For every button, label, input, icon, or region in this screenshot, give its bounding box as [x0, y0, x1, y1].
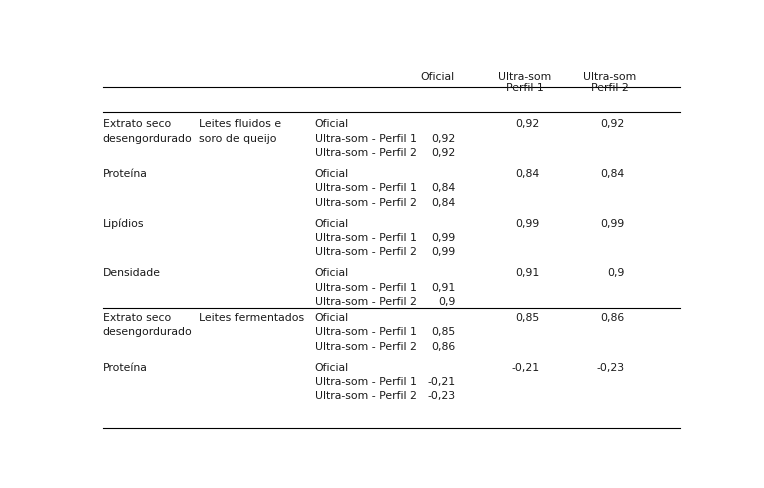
Text: 0,84: 0,84 — [516, 169, 539, 179]
Text: Oficial: Oficial — [315, 120, 348, 129]
Text: Oficial: Oficial — [315, 219, 348, 229]
Text: Proteína: Proteína — [102, 169, 147, 179]
Text: Ultra-som - Perfil 2: Ultra-som - Perfil 2 — [315, 247, 416, 257]
Text: Ultra-som - Perfil 1: Ultra-som - Perfil 1 — [315, 183, 416, 193]
Text: soro de queijo: soro de queijo — [199, 134, 277, 143]
Text: Lipídios: Lipídios — [102, 219, 144, 229]
Text: 0,92: 0,92 — [516, 120, 539, 129]
Text: 0,85: 0,85 — [431, 327, 455, 337]
Text: 0,84: 0,84 — [431, 198, 455, 207]
Text: 0,9: 0,9 — [438, 297, 455, 307]
Text: -0,23: -0,23 — [596, 363, 624, 373]
Text: 0,92: 0,92 — [431, 134, 455, 143]
Text: Extrato seco: Extrato seco — [102, 120, 171, 129]
Text: 0,99: 0,99 — [516, 219, 539, 229]
Text: Ultra-som - Perfil 1: Ultra-som - Perfil 1 — [315, 377, 416, 387]
Text: Ultra-som - Perfil 2: Ultra-som - Perfil 2 — [315, 391, 416, 401]
Text: -0,21: -0,21 — [427, 377, 455, 387]
Text: -0,21: -0,21 — [511, 363, 539, 373]
Text: 0,92: 0,92 — [431, 148, 455, 158]
Text: Ultra-som - Perfil 2: Ultra-som - Perfil 2 — [315, 297, 416, 307]
Text: 0,99: 0,99 — [431, 247, 455, 257]
Text: Leites fluidos e: Leites fluidos e — [199, 120, 281, 129]
Text: Proteína: Proteína — [102, 363, 147, 373]
Text: Oficial: Oficial — [315, 268, 348, 278]
Text: Ultra-som - Perfil 2: Ultra-som - Perfil 2 — [315, 342, 416, 352]
Text: Oficial: Oficial — [421, 72, 455, 81]
Text: Oficial: Oficial — [315, 169, 348, 179]
Text: desengordurado: desengordurado — [102, 327, 193, 337]
Text: Densidade: Densidade — [102, 268, 160, 278]
Text: Ultra-som - Perfil 2: Ultra-som - Perfil 2 — [315, 148, 416, 158]
Text: 0,86: 0,86 — [600, 313, 624, 323]
Text: -0,23: -0,23 — [427, 391, 455, 401]
Text: Ultra-som
Perfil 2: Ultra-som Perfil 2 — [583, 72, 636, 93]
Text: 0,9: 0,9 — [607, 268, 624, 278]
Text: Oficial: Oficial — [315, 363, 348, 373]
Text: Ultra-som - Perfil 1: Ultra-som - Perfil 1 — [315, 283, 416, 292]
Text: 0,91: 0,91 — [431, 283, 455, 292]
Text: 0,92: 0,92 — [600, 120, 624, 129]
Text: 0,85: 0,85 — [516, 313, 539, 323]
Text: Ultra-som
Perfil 1: Ultra-som Perfil 1 — [498, 72, 552, 93]
Text: 0,84: 0,84 — [431, 183, 455, 193]
Text: 0,84: 0,84 — [600, 169, 624, 179]
Text: desengordurado: desengordurado — [102, 134, 193, 143]
Text: Ultra-som - Perfil 2: Ultra-som - Perfil 2 — [315, 198, 416, 207]
Text: Oficial: Oficial — [315, 313, 348, 323]
Text: Ultra-som - Perfil 1: Ultra-som - Perfil 1 — [315, 233, 416, 243]
Text: 0,86: 0,86 — [431, 342, 455, 352]
Text: Ultra-som - Perfil 1: Ultra-som - Perfil 1 — [315, 134, 416, 143]
Text: 0,99: 0,99 — [431, 233, 455, 243]
Text: Extrato seco: Extrato seco — [102, 313, 171, 323]
Text: Ultra-som - Perfil 1: Ultra-som - Perfil 1 — [315, 327, 416, 337]
Text: 0,91: 0,91 — [516, 268, 539, 278]
Text: 0,99: 0,99 — [600, 219, 624, 229]
Text: Leites fermentados: Leites fermentados — [199, 313, 304, 323]
